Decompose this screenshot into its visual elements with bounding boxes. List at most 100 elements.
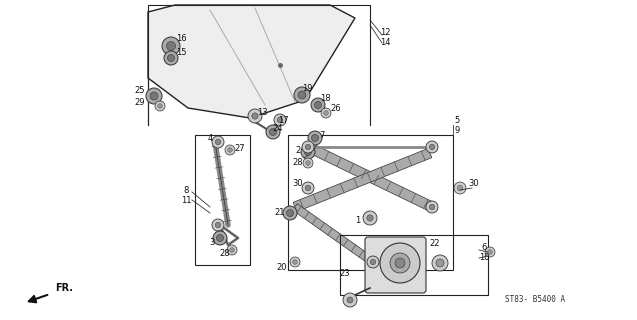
Circle shape [225,145,235,155]
Text: 30: 30 [469,179,479,188]
Circle shape [215,222,220,228]
Circle shape [426,201,438,213]
Text: 13: 13 [257,108,268,116]
Polygon shape [292,204,375,265]
FancyBboxPatch shape [365,237,426,293]
Circle shape [215,139,220,145]
Text: 1: 1 [355,215,361,225]
Circle shape [212,136,224,148]
Text: 6: 6 [482,243,487,252]
Text: 29: 29 [135,98,145,107]
Text: 28: 28 [220,250,231,259]
Text: 18: 18 [320,93,331,102]
Circle shape [227,245,237,255]
Circle shape [230,248,234,252]
Text: 27: 27 [234,143,245,153]
Text: ST83- B5400 A: ST83- B5400 A [505,295,565,305]
Text: 10: 10 [479,252,489,261]
Text: 14: 14 [380,37,390,46]
Text: FR.: FR. [55,283,73,293]
Text: 20: 20 [276,263,287,273]
Circle shape [380,243,420,283]
Circle shape [304,148,311,156]
Bar [340,235,488,295]
Circle shape [274,114,286,126]
Circle shape [426,141,438,153]
Polygon shape [148,5,355,118]
Circle shape [432,255,448,271]
Circle shape [302,141,314,153]
Circle shape [429,144,434,150]
Circle shape [293,260,297,264]
Circle shape [290,257,300,267]
Circle shape [252,113,258,119]
Text: 15: 15 [176,47,186,57]
Text: 9: 9 [454,125,460,134]
Circle shape [311,134,318,141]
Text: 5: 5 [454,116,460,124]
Circle shape [301,145,315,159]
Bar [195,135,250,265]
Circle shape [305,144,311,150]
Circle shape [248,109,262,123]
Circle shape [321,108,331,118]
Circle shape [228,148,233,152]
Circle shape [212,219,224,231]
Circle shape [164,51,178,65]
Text: 7: 7 [319,131,325,140]
Text: 16: 16 [176,34,186,43]
Circle shape [294,87,310,103]
Circle shape [266,125,280,139]
Circle shape [302,182,314,194]
Text: 25: 25 [135,85,145,94]
Circle shape [367,256,379,268]
Text: 11: 11 [181,196,191,204]
Text: 2: 2 [296,146,301,155]
Circle shape [485,247,495,257]
Circle shape [158,104,162,108]
Circle shape [457,185,462,191]
Circle shape [308,131,322,145]
Circle shape [283,206,297,220]
Text: 17: 17 [278,116,289,124]
Circle shape [303,158,313,168]
Text: 24: 24 [273,124,283,132]
Circle shape [155,101,165,111]
Circle shape [287,210,294,217]
Polygon shape [293,148,432,212]
Circle shape [269,129,276,135]
Circle shape [488,250,492,254]
Text: 28: 28 [292,157,303,166]
Circle shape [150,92,158,100]
Text: 23: 23 [340,269,350,278]
Circle shape [162,37,180,55]
Circle shape [390,253,410,273]
Bar [288,135,453,270]
Text: 30: 30 [292,179,303,188]
Text: 26: 26 [331,103,341,113]
Circle shape [277,117,283,123]
Circle shape [213,231,227,245]
Text: 19: 19 [302,84,312,92]
Text: 21: 21 [275,207,285,217]
Circle shape [166,42,176,51]
Circle shape [347,297,353,303]
Text: 12: 12 [380,28,390,36]
Circle shape [305,185,311,191]
Text: 4: 4 [208,133,213,142]
Circle shape [315,101,322,108]
Circle shape [217,235,224,242]
Circle shape [429,204,434,210]
Text: 3: 3 [210,237,215,246]
Text: 22: 22 [430,238,440,247]
Text: 8: 8 [183,186,189,195]
Circle shape [367,215,373,221]
Circle shape [146,88,162,104]
Circle shape [395,258,405,268]
Polygon shape [306,142,434,212]
Circle shape [168,54,175,61]
Circle shape [454,182,466,194]
Circle shape [363,211,377,225]
Circle shape [343,293,357,307]
Circle shape [436,259,444,267]
